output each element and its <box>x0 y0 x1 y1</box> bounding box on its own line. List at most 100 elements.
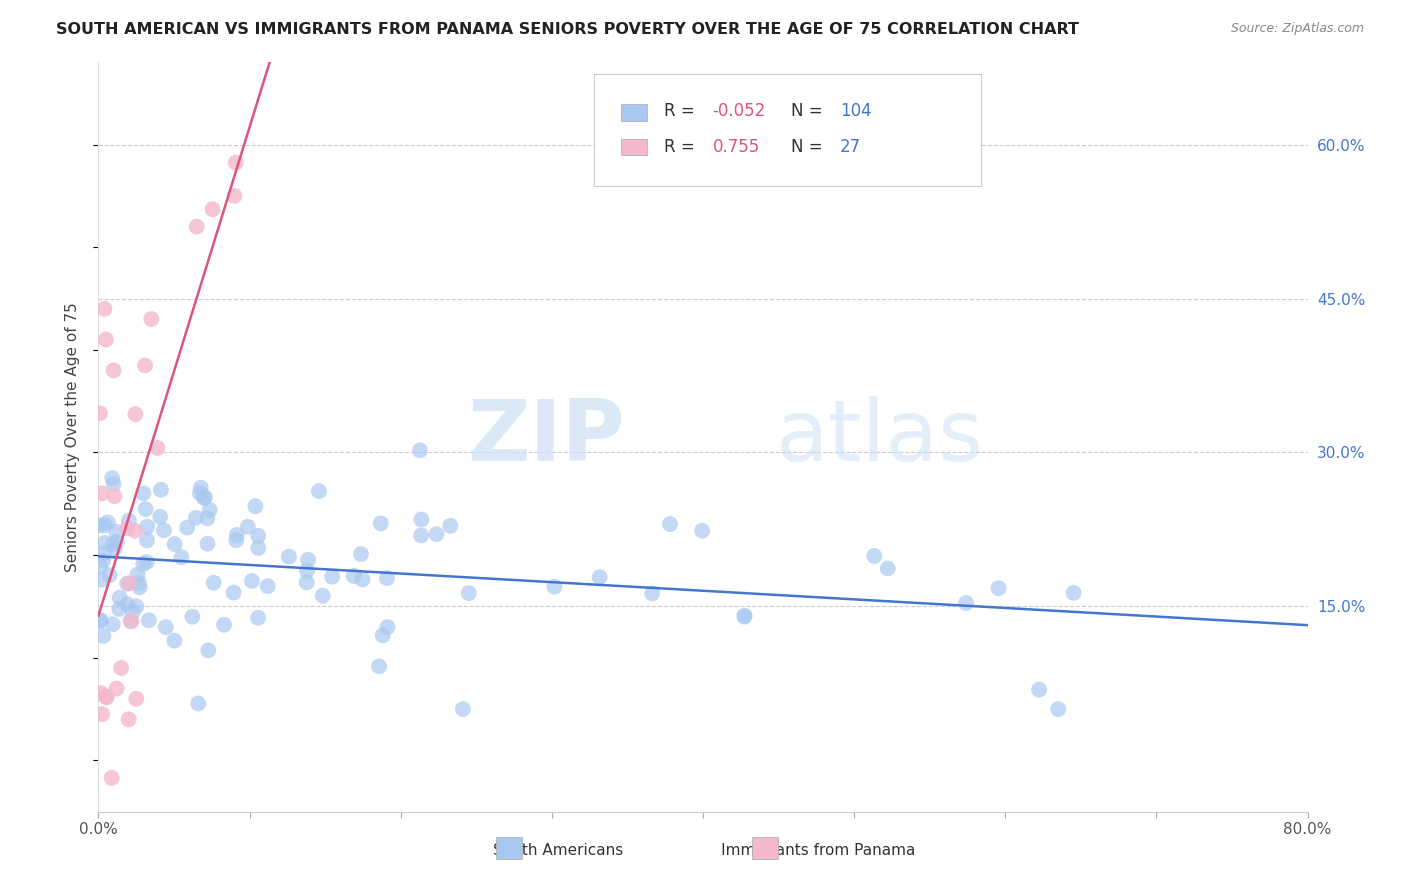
Point <box>141 312 163 326</box>
Point <box>97 516 120 530</box>
Point <box>240 574 263 588</box>
Point <box>120 614 142 628</box>
Point <box>411 528 433 542</box>
Point <box>321 569 343 583</box>
Point <box>110 661 132 675</box>
Point <box>121 605 143 619</box>
Point <box>138 613 160 627</box>
Point <box>104 541 127 556</box>
Point <box>187 697 209 711</box>
Point <box>225 528 247 542</box>
Text: Source: ZipAtlas.com: Source: ZipAtlas.com <box>1230 22 1364 36</box>
Point <box>132 557 155 571</box>
Point <box>733 609 755 624</box>
Point <box>127 567 149 582</box>
Point <box>105 681 128 696</box>
Point <box>588 570 610 584</box>
Point <box>149 509 172 524</box>
Point <box>105 535 128 549</box>
Text: Immigrants from Panama: Immigrants from Panama <box>688 843 915 858</box>
Point <box>155 620 177 634</box>
Point <box>93 629 115 643</box>
Point <box>93 536 115 550</box>
Point <box>375 571 398 585</box>
Point <box>100 771 122 785</box>
Point <box>135 555 157 569</box>
Point <box>91 486 114 500</box>
Point <box>201 202 224 217</box>
Point <box>297 553 319 567</box>
Point <box>295 575 318 590</box>
Point <box>194 491 217 505</box>
Point <box>115 576 138 591</box>
Text: 27: 27 <box>839 138 860 156</box>
Point <box>89 614 111 628</box>
Point <box>368 659 391 673</box>
Point <box>377 620 399 634</box>
Point <box>188 486 211 500</box>
Text: SOUTH AMERICAN VS IMMIGRANTS FROM PANAMA SENIORS POVERTY OVER THE AGE OF 75 CORR: SOUTH AMERICAN VS IMMIGRANTS FROM PANAMA… <box>56 22 1080 37</box>
Point <box>125 599 148 614</box>
Point <box>105 524 128 539</box>
Point <box>439 518 461 533</box>
Text: ZIP: ZIP <box>467 395 624 479</box>
Point <box>118 712 141 726</box>
Point <box>89 518 111 533</box>
FancyBboxPatch shape <box>621 104 647 121</box>
Point <box>136 533 159 548</box>
Point <box>93 518 115 533</box>
Point <box>641 586 664 600</box>
Point <box>101 537 124 551</box>
Text: 104: 104 <box>839 103 872 120</box>
Point <box>184 510 207 524</box>
Text: N =: N = <box>792 138 834 156</box>
Point <box>225 533 247 548</box>
Point <box>543 580 565 594</box>
Point <box>245 499 267 513</box>
Point <box>308 484 330 499</box>
Point <box>876 561 898 575</box>
Point <box>93 546 115 560</box>
Point <box>186 219 208 234</box>
Point <box>197 537 219 551</box>
Text: N =: N = <box>792 103 828 120</box>
Point <box>124 407 146 421</box>
Point <box>295 564 318 578</box>
Point <box>955 596 977 610</box>
Point <box>163 633 186 648</box>
Point <box>120 614 142 628</box>
FancyBboxPatch shape <box>595 74 981 186</box>
Point <box>170 550 193 565</box>
Point <box>371 628 394 642</box>
Point <box>247 529 270 543</box>
Point <box>202 575 225 590</box>
Point <box>89 406 111 420</box>
Point <box>197 643 219 657</box>
Point <box>150 483 173 497</box>
Point <box>193 491 215 505</box>
Point <box>247 611 270 625</box>
Point <box>132 486 155 500</box>
Point <box>108 591 131 605</box>
Point <box>863 549 886 563</box>
Text: R =: R = <box>664 138 706 156</box>
Point <box>195 511 218 525</box>
Point <box>135 502 157 516</box>
Point <box>96 690 118 705</box>
Point <box>350 547 373 561</box>
Point <box>128 580 150 594</box>
Point <box>163 537 186 551</box>
Point <box>89 559 111 574</box>
Point <box>118 514 141 528</box>
Point <box>190 481 212 495</box>
Point <box>153 523 176 537</box>
Point <box>225 155 247 169</box>
Point <box>96 690 118 704</box>
Point <box>198 503 221 517</box>
Text: -0.052: -0.052 <box>713 103 766 120</box>
Text: 0.755: 0.755 <box>713 138 759 156</box>
Point <box>91 553 114 567</box>
Point <box>98 568 121 582</box>
Point <box>659 517 682 532</box>
Point <box>103 363 125 377</box>
